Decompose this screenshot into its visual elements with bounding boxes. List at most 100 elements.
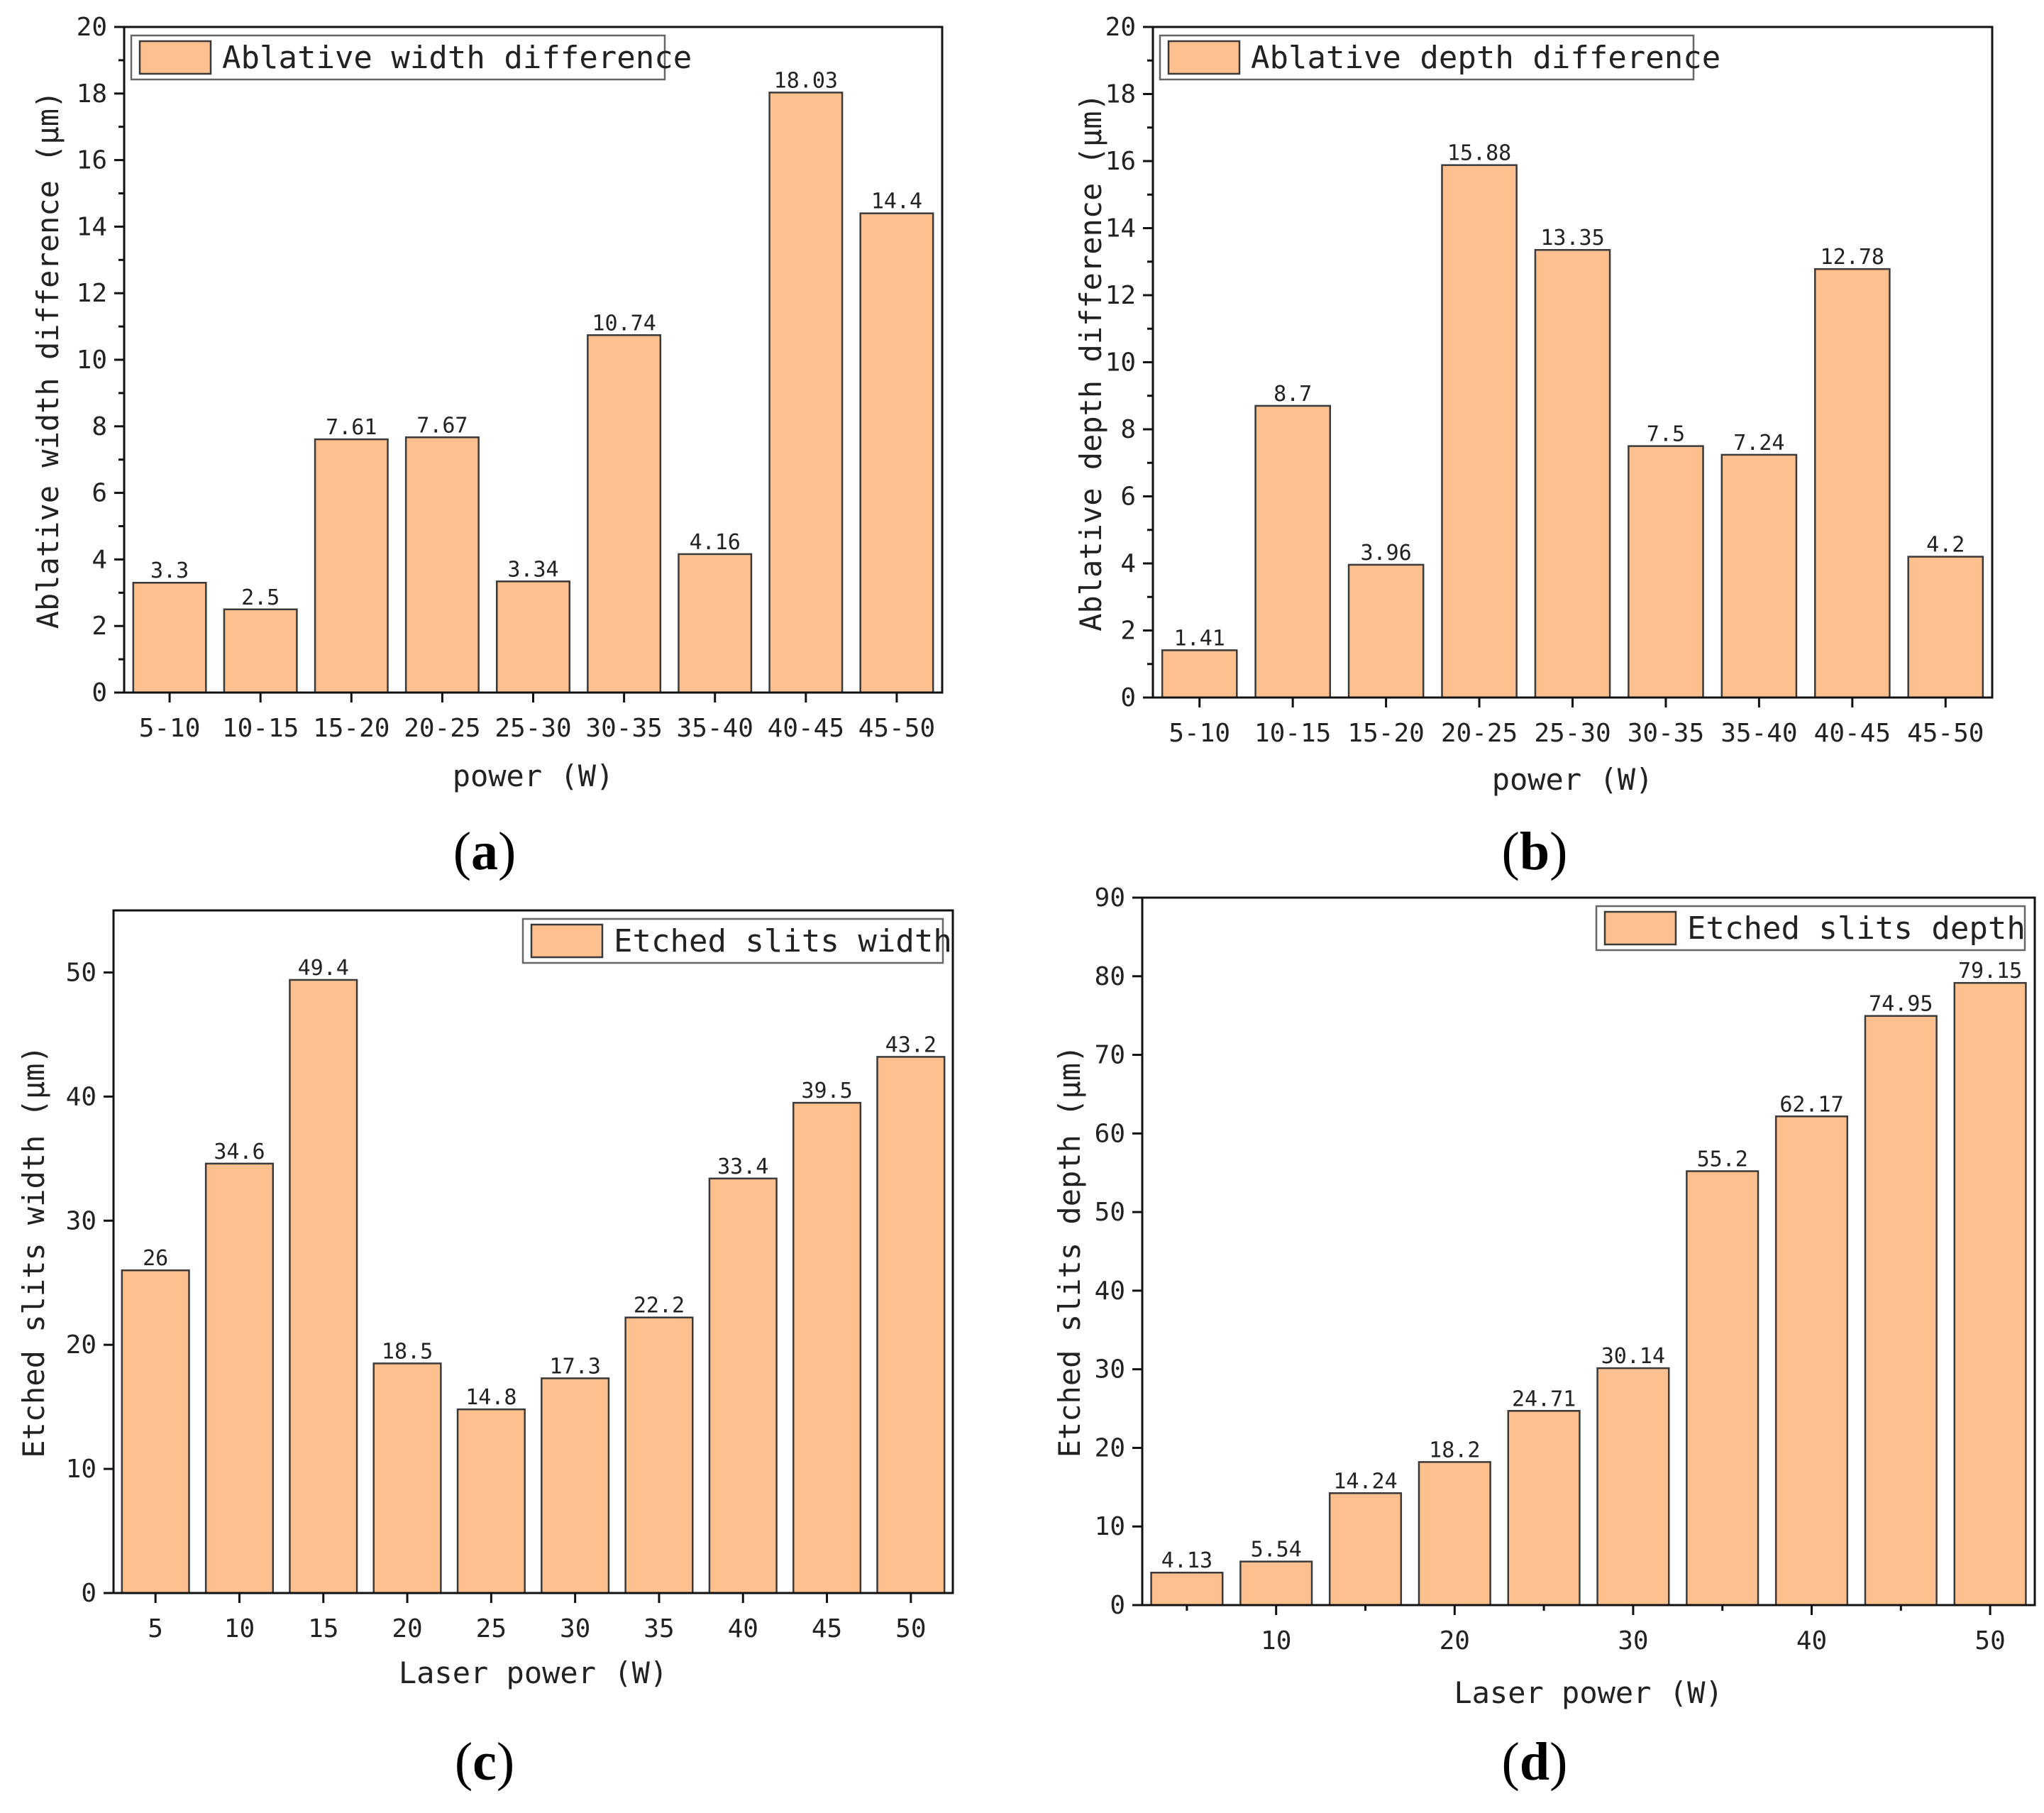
y-axis: 0 2 4 6 8 10 12 14 16 18 20 [1105,13,1153,712]
bar-value-label: 39.5 [801,1079,852,1103]
bar [1628,445,1704,699]
x-tick-label: 40-45 [1814,719,1891,748]
y-tick-label: 16 [1105,147,1136,176]
bar-value-label: 7.24 [1733,431,1784,456]
legend-box [1159,34,1695,81]
bar [1864,1015,1938,1607]
bar-value-label: 14.4 [871,189,922,214]
y-tick-label: 0 [92,678,107,707]
x-tick-label: 5 [148,1614,163,1643]
x-axis-title: power (W) [453,759,614,793]
y-tick-label: 20 [66,1330,96,1360]
y-tick-label: 2 [92,612,107,641]
x-tick-label: 25 [476,1614,507,1643]
legend: Ablative depth difference [1159,34,1720,81]
legend: Etched slits depth [1595,905,2026,952]
bar-series: 3.3 2.5 7.61 7.67 3.34 10.74 4.16 18.03 14.4 [132,68,934,694]
x-tick-label: 30-35 [1628,719,1704,748]
x-tick-label: 15-20 [313,714,390,743]
x-tick-label: 40-45 [768,714,844,743]
bar-value-label: 3.96 [1360,541,1411,566]
y-tick-label: 20 [1095,1433,1125,1462]
bar [876,1056,946,1594]
x-tick-label: 10-15 [222,714,299,743]
y-tick-label: 90 [1095,883,1125,913]
y-tick-label: 10 [66,1455,96,1484]
x-axis: 5-10 10-15 15-20 20-25 25-30 30-35 35-40 40-45 4… [139,693,935,743]
chart-panel-c: 26 34.6 49.4 18.5 14.8 17.3 22.2 33.4 39.5 43.2 0 1… [16,909,954,1792]
bar-value-label: 2.5 [241,585,280,610]
bar-value-label: 34.6 [214,1140,265,1164]
bar [1774,1115,1849,1607]
bar-value-label: 4.13 [1161,1548,1212,1573]
x-tick-label: 35-40 [1720,719,1797,748]
bar [1239,1560,1313,1607]
y-tick-label: 8 [92,412,107,441]
y-tick-label: 10 [77,346,107,375]
y-tick-label: 12 [1105,281,1136,310]
panel-label: (a) [453,822,516,881]
bar-value-label: 7.5 [1647,422,1685,447]
x-axis-title: Laser power (W) [1454,1675,1723,1710]
bar-value-label: 74.95 [1869,992,1933,1017]
bar-value-label: 49.4 [298,956,349,981]
bar-value-label: 55.2 [1697,1147,1748,1172]
x-tick-label: 10 [1261,1626,1291,1655]
bar-value-label: 18.2 [1429,1438,1480,1462]
bar-value-label: 17.3 [550,1354,601,1379]
x-tick-label: 45 [812,1614,842,1643]
y-axis-title: Ablative depth difference (μm) [1073,93,1108,632]
bar [1720,453,1798,699]
bar [1161,649,1238,699]
bar-value-label: 62.17 [1779,1092,1843,1117]
bar [1534,248,1611,699]
bar-value-label: 4.16 [690,530,741,555]
y-tick-label: 4 [92,545,107,574]
bar-series: 1.41 8.7 3.96 15.88 13.35 7.5 7.24 12.78 4.2 [1161,141,1984,699]
y-tick-label: 20 [1105,13,1136,42]
panel-label: (b) [1502,822,1568,881]
legend-label: Etched slits depth [1687,910,2026,947]
bar-value-label: 3.34 [507,557,558,582]
bar-value-label: 7.61 [326,415,377,440]
y-tick-label: 70 [1095,1041,1125,1070]
y-tick-label: 18 [1105,80,1136,109]
bar [624,1316,694,1594]
x-tick-label: 25-30 [495,714,571,743]
legend-swatch [1167,40,1241,75]
panel-letter: b [1520,822,1549,881]
y-tick-label: 4 [1120,549,1136,578]
y-tick-label: 8 [1120,415,1136,444]
x-axis: 5-10 10-15 15-20 20-25 25-30 30-35 35-40 40-45 4… [1169,698,1984,748]
y-tick-label: 80 [1095,962,1125,991]
bar [1418,1461,1491,1607]
x-tick-label: 25-30 [1534,719,1611,748]
x-axis-title: Laser power (W) [399,1655,668,1690]
bar [121,1269,190,1594]
bar [1328,1492,1403,1607]
y-tick-label: 18 [77,79,107,109]
panel-letter: d [1520,1732,1549,1792]
y-tick-label: 2 [1120,617,1136,646]
legend: Ablative width difference [130,34,692,81]
y-tick-label: 0 [1110,1591,1125,1620]
bar-value-label: 26 [143,1246,168,1271]
x-tick-label: 5-10 [139,714,201,743]
panel-label: (c) [455,1732,514,1792]
bar-value-label: 8.7 [1274,382,1312,407]
bar-value-label: 5.54 [1251,1538,1302,1563]
bar [204,1162,275,1594]
bar-value-label: 14.24 [1333,1469,1397,1494]
bar-value-label: 12.78 [1821,245,1884,270]
x-tick-label: 30-35 [585,714,662,743]
y-tick-label: 10 [1105,348,1136,378]
legend-label: Ablative depth difference [1251,40,1720,76]
x-axis: 10 20 30 40 50 [1186,1605,2006,1655]
x-tick-label: 20 [392,1614,422,1643]
bar [404,436,480,694]
y-tick-label: 30 [1095,1355,1125,1384]
bar-value-label: 7.67 [416,413,468,438]
bar-value-label: 24.71 [1512,1387,1576,1411]
x-tick-label: 15-20 [1347,719,1424,748]
bar-value-label: 18.5 [382,1339,433,1364]
